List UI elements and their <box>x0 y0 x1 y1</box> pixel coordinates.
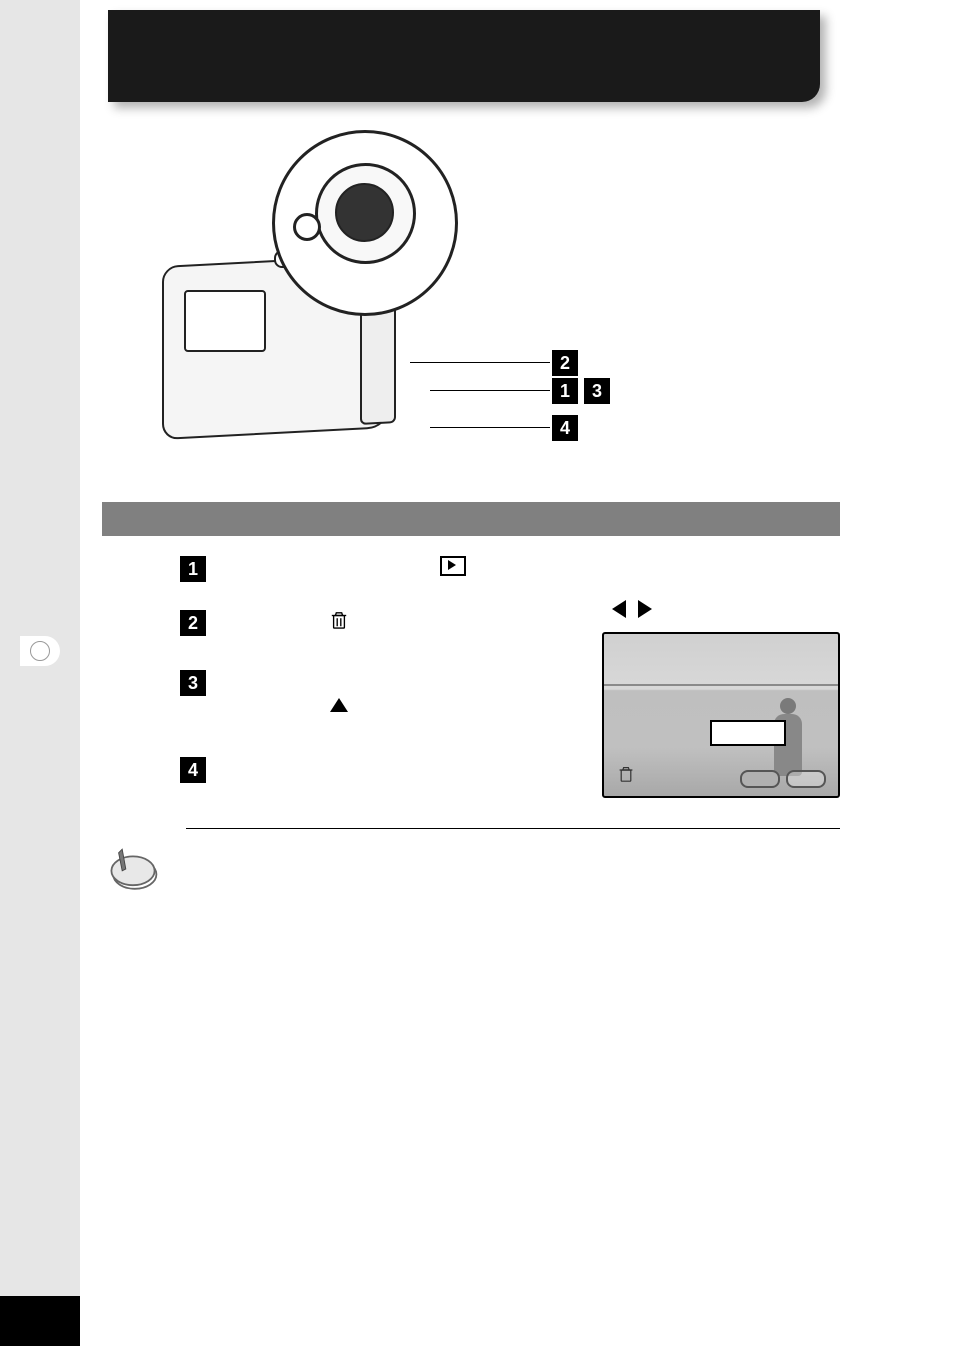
mode-dial-center <box>335 183 394 242</box>
page-number-footer <box>0 1296 80 1346</box>
step-num-2: 2 <box>180 610 206 636</box>
edge-tab-marker <box>30 641 50 661</box>
left-arrow-icon <box>612 600 626 618</box>
preview-horizon <box>604 684 838 686</box>
left-sidebar <box>0 0 80 1346</box>
callout-group-1-3: 1 3 <box>552 378 610 404</box>
callout-leader-2 <box>410 362 550 363</box>
step-num-4: 4 <box>180 757 206 783</box>
up-arrow-icon <box>330 698 348 717</box>
callout-group-2: 2 <box>552 350 578 376</box>
step-4: 4 <box>180 757 600 787</box>
mode-dial-magnified <box>272 130 458 316</box>
playback-mode-icon <box>440 556 466 581</box>
camera-illustration <box>162 130 562 470</box>
camera-lcd <box>184 290 266 352</box>
step-num-3: 3 <box>180 670 206 696</box>
trash-icon <box>330 610 348 635</box>
preview-softkey-left <box>740 770 780 788</box>
edge-tab <box>20 636 60 666</box>
preview-figure-head <box>780 698 796 714</box>
step-1: 1 <box>180 556 600 586</box>
step-2: 2 <box>180 610 600 640</box>
steps-list: 1 2 3 4 <box>180 556 600 811</box>
right-arrow-icon <box>638 600 652 618</box>
step-num-1: 1 <box>180 556 206 582</box>
lcd-preview <box>602 632 840 798</box>
callout-3: 3 <box>584 378 610 404</box>
chapter-title-bar <box>108 10 820 102</box>
callout-leader-13 <box>430 390 550 391</box>
preview-trash-icon <box>618 765 634 788</box>
callout-leader-4 <box>430 427 550 428</box>
memo-divider <box>186 828 840 829</box>
step-body-1 <box>220 556 600 586</box>
step-3: 3 <box>180 670 600 717</box>
section-heading-bar <box>102 502 840 536</box>
step-body-4 <box>220 757 600 787</box>
preview-softkey-right <box>786 770 826 788</box>
callout-1: 1 <box>552 378 578 404</box>
callout-group-4: 4 <box>552 415 578 441</box>
callout-4: 4 <box>552 415 578 441</box>
step-body-2 <box>220 610 600 640</box>
preview-selection-box <box>710 720 786 746</box>
step-body-3 <box>220 670 600 717</box>
memo-pin-icon <box>106 842 160 901</box>
shutter-button-icon <box>293 213 321 241</box>
callout-2: 2 <box>552 350 578 376</box>
four-way-arrows <box>612 600 652 618</box>
